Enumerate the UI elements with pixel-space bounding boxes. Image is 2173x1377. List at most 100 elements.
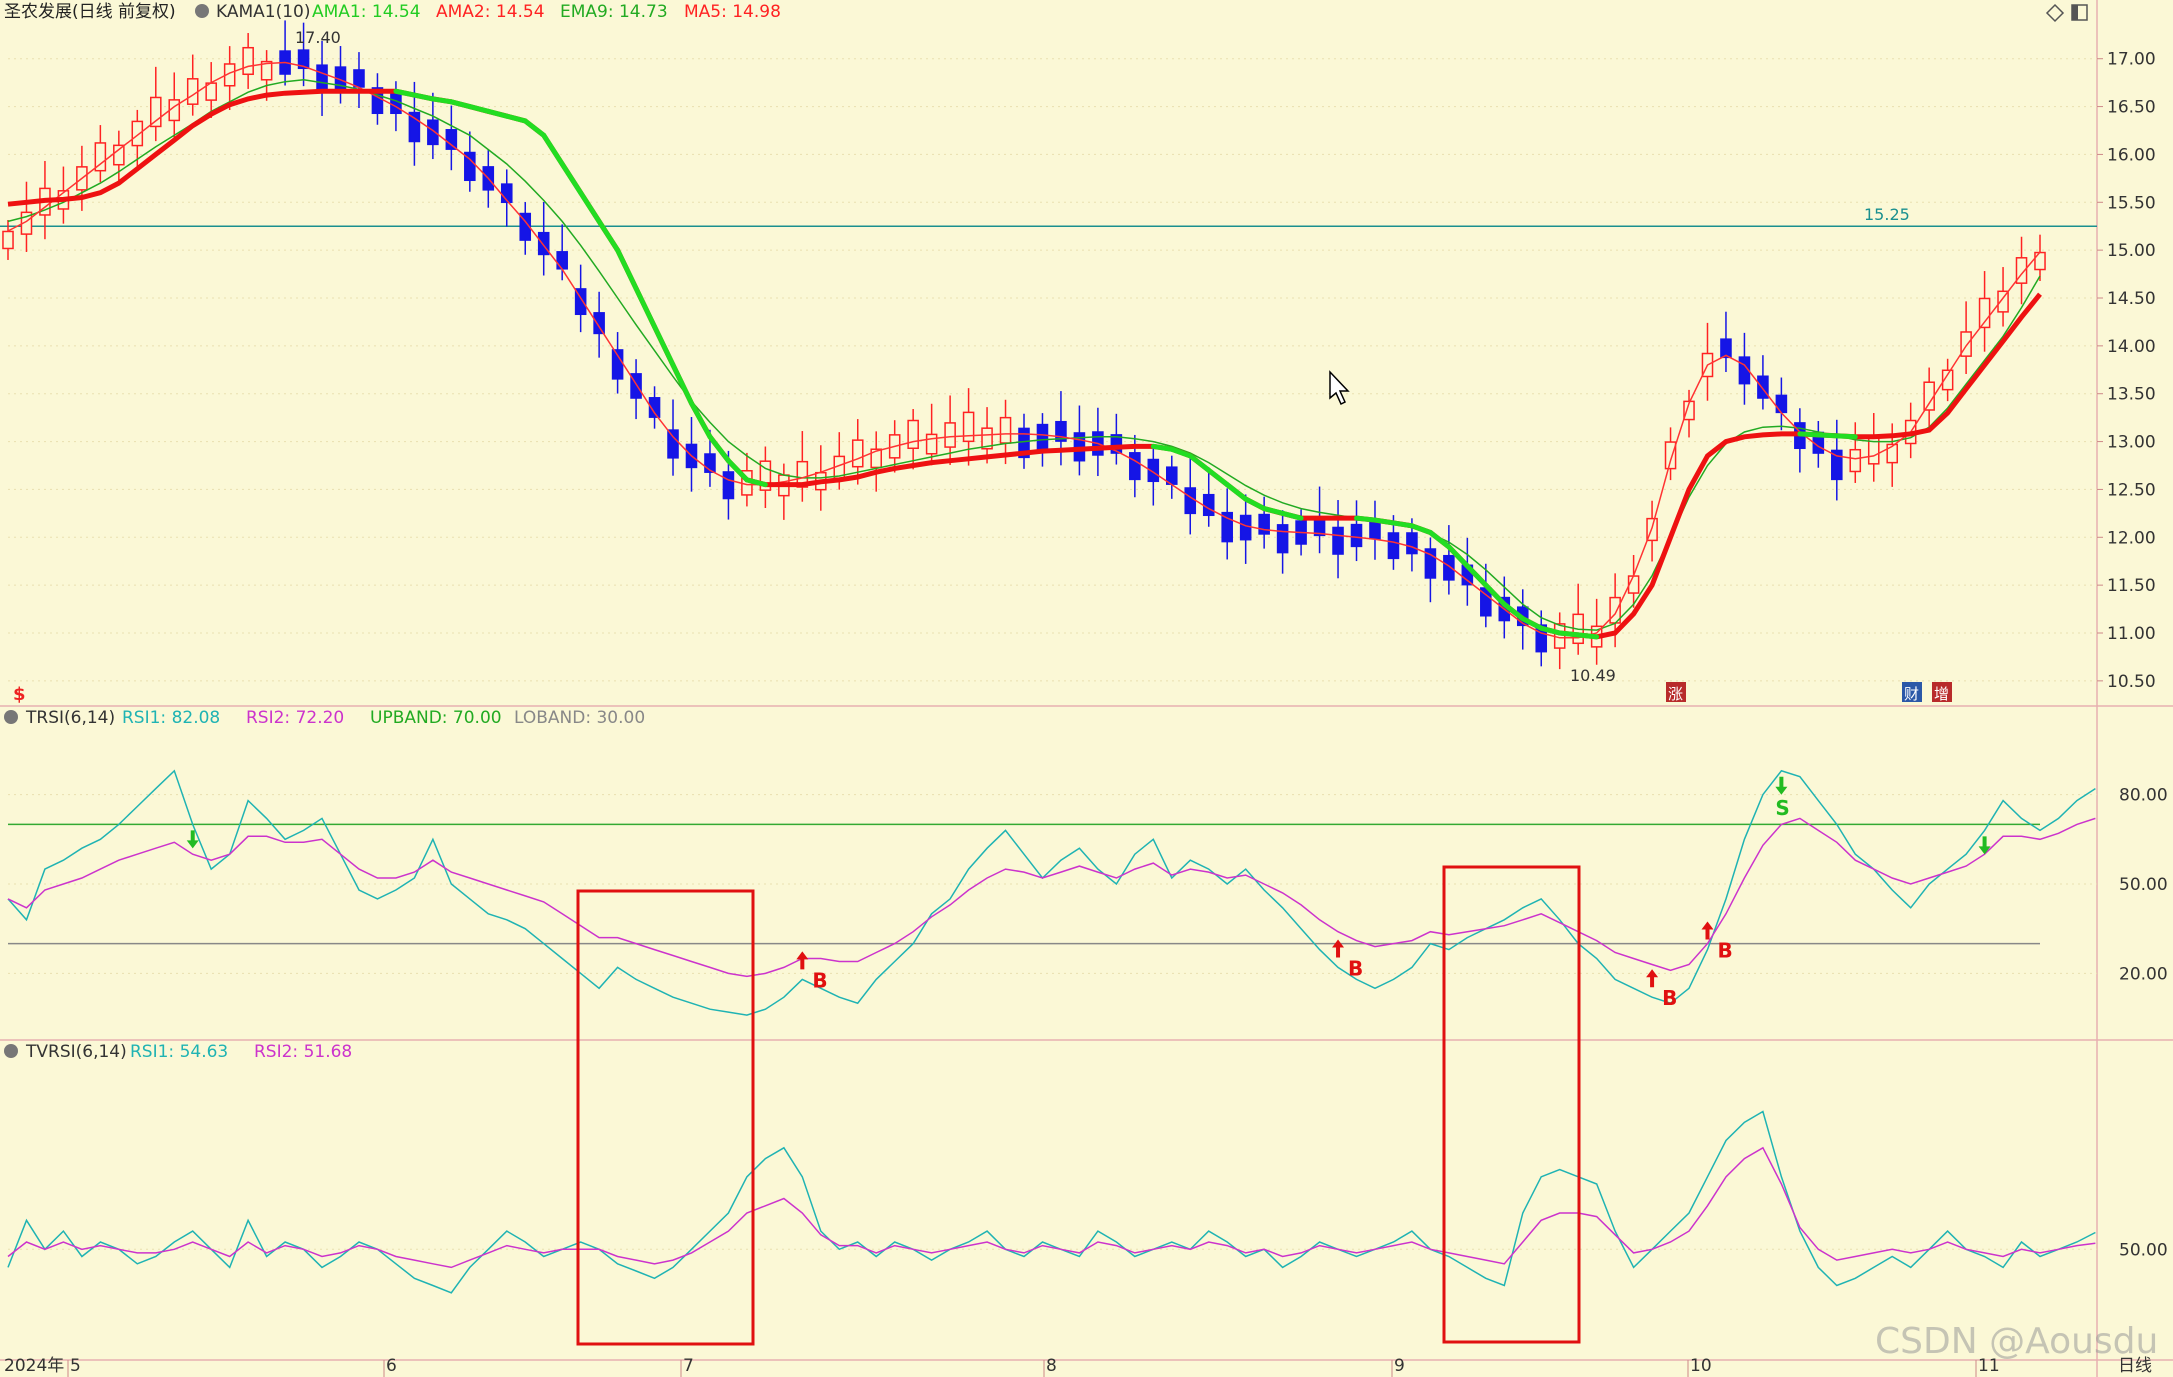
- candle: [925, 433, 938, 455]
- ama1-line: [1427, 530, 1452, 550]
- candle: [1960, 331, 1972, 357]
- sell-marker: S: [1775, 796, 1789, 820]
- candle: [445, 129, 458, 150]
- ama1-line: [1169, 446, 1193, 459]
- tvrsi-collapse-icon[interactable]: [4, 1044, 18, 1058]
- candle: [981, 427, 993, 450]
- main-indicator-values: AMA1: 14.54 AMA2: 14.54 EMA9: 14.73 MA5: 14…: [312, 2, 781, 22]
- candle: [851, 439, 864, 468]
- candle: [2034, 251, 2046, 271]
- candle: [556, 251, 568, 270]
- ma5-line: [7, 61, 2041, 639]
- y-tick-label: 16.00: [2107, 145, 2156, 165]
- y-tick-label: 50.00: [2119, 1240, 2168, 1260]
- candle: [149, 96, 162, 128]
- y-tick-label: 13.00: [2107, 433, 2156, 453]
- candle: [1849, 448, 1862, 473]
- window-icon-fill: [2072, 5, 2078, 20]
- candle: [1720, 338, 1732, 359]
- highlight-boxes: [576, 865, 1581, 1346]
- ama1-line: [670, 362, 694, 406]
- trsi-lines: [7, 769, 2096, 1016]
- y-tick-label: 50.00: [2119, 875, 2168, 895]
- candle: [1886, 443, 1899, 464]
- candle: [630, 373, 642, 399]
- tvrsi-values: RSI1: 54.63 RSI2: 51.68: [130, 1042, 352, 1062]
- badge-zeng[interactable]: 增: [1934, 685, 1949, 703]
- indicator-value: RSI1: 82.08: [122, 708, 220, 728]
- trsi-values: RSI1: 82.08 RSI2: 72.20 UPBAND: 70.00 LOBAN…: [122, 708, 645, 728]
- ama2-line: [7, 88, 2042, 640]
- hline-price-label: 15.25: [1864, 205, 1910, 224]
- candle: [1443, 554, 1455, 581]
- sell-arrow-icon: [1978, 836, 1991, 855]
- candle: [1831, 449, 1843, 481]
- badge-zhang-bg: [1666, 682, 1686, 702]
- grid-lines: [8, 58, 2097, 1250]
- candle: [408, 111, 421, 143]
- ama1-line: [393, 88, 417, 98]
- ama1-line: [430, 96, 454, 105]
- main-indicator-name: KAMA1(10): [216, 2, 311, 22]
- y-axis: 17.00 16.50 16.00 15.50 15.00 14.50 14.00 13.50…: [2097, 50, 2168, 1260]
- y-tick-label: 15.00: [2107, 241, 2156, 261]
- trsi-rsi2-line: [7, 817, 2096, 978]
- buy-arrow-icon: [1646, 969, 1659, 988]
- ama1-line: [522, 118, 547, 138]
- diamond-icon[interactable]: [2045, 3, 2065, 23]
- ama1-line: [1557, 630, 1581, 638]
- buy-marker: B: [1348, 956, 1363, 980]
- candle: [944, 422, 956, 448]
- x-axis: 2024年 5 6 7 8 9 10 11: [4, 1356, 2000, 1377]
- candle: [94, 142, 107, 172]
- ama1-line: [1483, 582, 1507, 607]
- sell-arrow-icon: [186, 830, 199, 849]
- trsi-rsi1-line: [7, 769, 2096, 1016]
- candle: [1350, 523, 1363, 548]
- candle: [1110, 434, 1123, 454]
- badge-cai-bg: [1902, 682, 1922, 702]
- candle: [1923, 381, 1935, 411]
- y-tick-label: 80.00: [2119, 786, 2168, 806]
- main-collapse-icon[interactable]: [195, 4, 209, 18]
- ama1-line: [1150, 443, 1175, 452]
- buy-marker: B: [1662, 986, 1677, 1010]
- buy-arrow-icon: [1332, 939, 1345, 958]
- period-label: 日线: [2118, 1356, 2152, 1376]
- candle: [962, 411, 975, 443]
- candle: [1664, 441, 1677, 470]
- candle: [1978, 297, 1991, 329]
- indicator-value: MA5: 14.98: [684, 2, 781, 22]
- indicator-value: EMA9: 14.73: [560, 2, 668, 22]
- ama1-line: [1575, 632, 1600, 640]
- dollar-marker: $: [13, 684, 26, 705]
- ama1-line: [578, 190, 602, 224]
- ama1-line: [1464, 563, 1489, 588]
- tvrsi-rsi1-line: [7, 1110, 2096, 1294]
- candle: [1997, 290, 2009, 313]
- candle: [427, 119, 439, 146]
- candle: [1129, 452, 1141, 481]
- ama1-line: [1446, 544, 1470, 569]
- x-tick-label: 11: [1978, 1356, 2000, 1376]
- ama1-line: [744, 477, 768, 488]
- ema9-line: [7, 79, 2041, 631]
- ama1-line: [615, 247, 639, 291]
- candle: [1332, 526, 1344, 555]
- ama1-line: [652, 324, 676, 368]
- candle: [2, 230, 14, 250]
- ama1-line: [1243, 496, 1267, 512]
- trsi-collapse-icon[interactable]: [4, 710, 18, 724]
- ama1-line: [1409, 523, 1433, 535]
- ama1-line: [688, 400, 713, 440]
- candle: [1055, 420, 1067, 442]
- indicator-value: RSI1: 54.63: [130, 1042, 228, 1062]
- candle: [574, 288, 587, 316]
- badge-cai[interactable]: 财: [1904, 685, 1919, 703]
- ama1-line: [1501, 601, 1526, 622]
- badge-zhang[interactable]: 涨: [1668, 685, 1683, 703]
- candle: [870, 448, 883, 469]
- y-tick-label: 15.50: [2107, 193, 2156, 213]
- candle: [242, 46, 254, 76]
